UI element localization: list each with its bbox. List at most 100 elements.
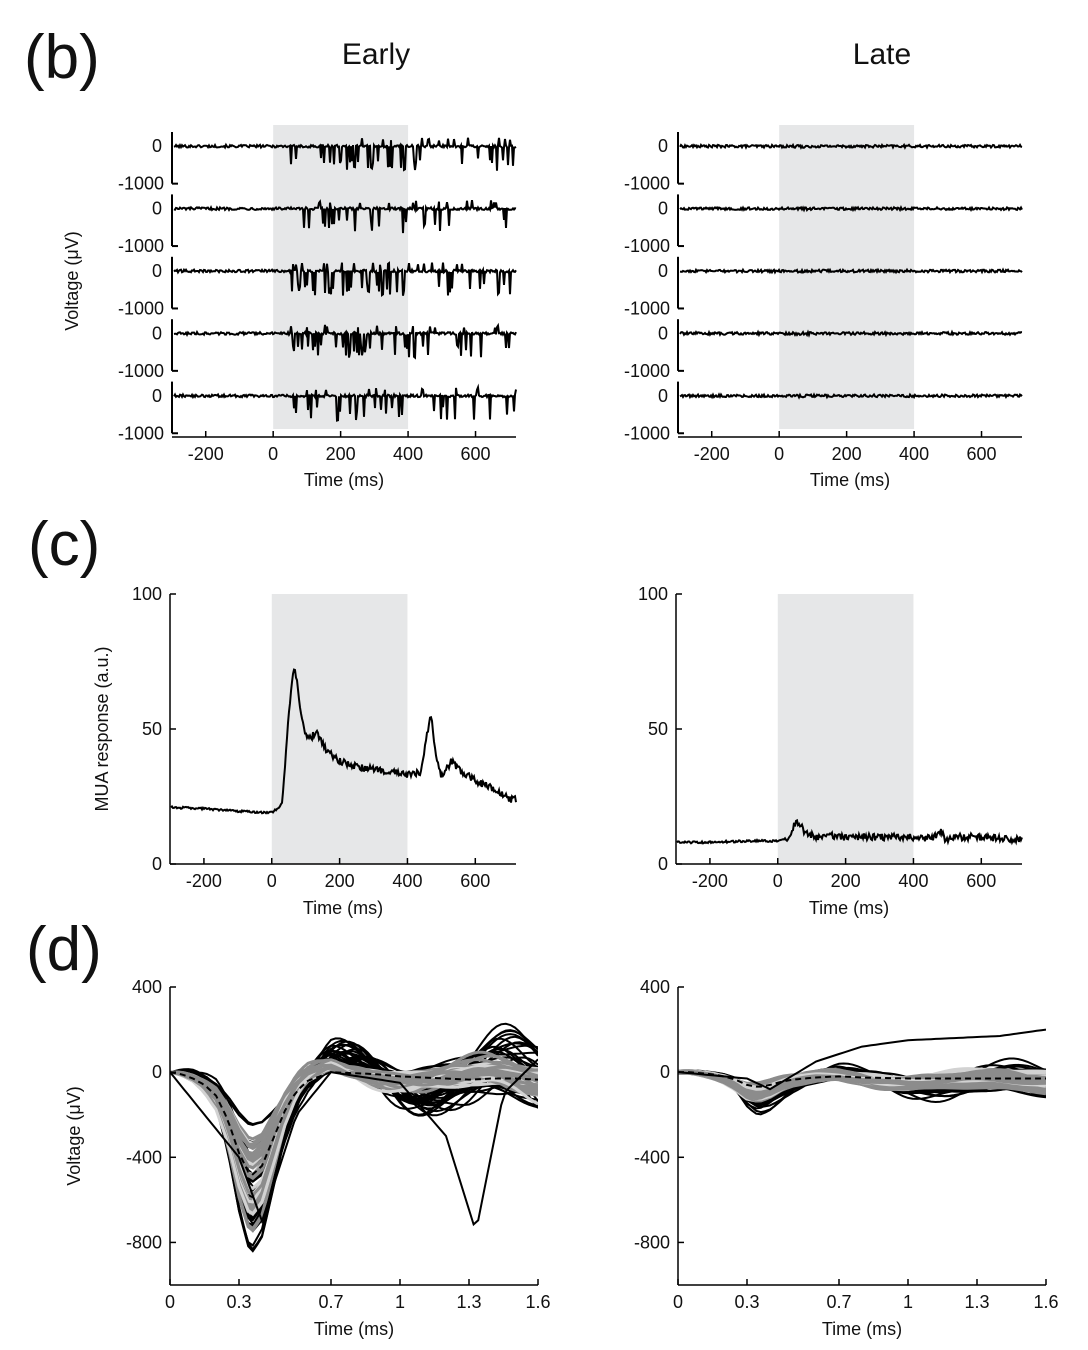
x-tick-label: 0 (165, 1292, 175, 1312)
voltage-trace-channel-1 (679, 142, 1023, 150)
chart-d-late: 0 0.3 0.7 1 1.3 1.6 400 0 -400 -800 Time (ms) (634, 977, 1059, 1339)
voltage-trace-channel-5 (173, 383, 517, 422)
mua-response-line (676, 818, 1023, 846)
x-tick-label: 0 (268, 444, 278, 464)
x-tick-label: 600 (967, 444, 997, 464)
voltage-trace-channel-3 (679, 267, 1023, 275)
outlier-waveform-trace (678, 1028, 1046, 1091)
x-tick-label: 400 (898, 871, 928, 891)
channel-y-tick-label: 0 (658, 261, 668, 281)
x-axis-label: Time (ms) (809, 898, 889, 918)
y-tick-label: 0 (658, 854, 668, 874)
x-tick-label: 600 (966, 871, 996, 891)
channel-y-tick-label: -1000 (118, 423, 164, 443)
channel-y-tick-label: 0 (658, 199, 668, 219)
mean-waveform-line (678, 1071, 1046, 1088)
channel-y-tick-label: 0 (658, 323, 668, 343)
x-axis-label: Time (ms) (314, 1319, 394, 1339)
x-tick-label: 200 (326, 444, 356, 464)
column-title-early: Early (342, 38, 410, 71)
channel-y-tick-label: 0 (658, 386, 668, 406)
x-tick-label: -200 (188, 444, 224, 464)
mean-waveform-line (170, 1071, 538, 1176)
chart-c-late: -200 0 200 400 600 0 50 100 Time (ms) (638, 584, 1023, 918)
x-tick-label: 0 (773, 871, 783, 891)
chart-b-late: 0 -1000 0 -1000 0 -1000 0 -1000 0 -1000 -200 0 200 40… (624, 125, 1023, 490)
x-tick-label: 200 (832, 444, 862, 464)
x-tick-label: 0.7 (318, 1292, 343, 1312)
y-tick-label: -800 (634, 1232, 670, 1252)
y-tick-label: 0 (152, 1062, 162, 1082)
x-tick-label: 400 (392, 871, 422, 891)
outlier-waveform-trace (170, 1058, 538, 1227)
x-tick-label: 400 (393, 444, 423, 464)
y-tick-label: 50 (648, 719, 668, 739)
x-axis-label: Time (ms) (303, 898, 383, 918)
x-tick-label: 1.6 (1033, 1292, 1058, 1312)
chart-c-early: -200 0 200 400 600 0 50 100 Time (ms) MUA respons… (92, 584, 517, 918)
waveform-trace (170, 1051, 538, 1253)
x-tick-label: 1 (395, 1292, 405, 1312)
voltage-trace-channel-2 (679, 205, 1023, 213)
column-title-late: Late (853, 38, 911, 71)
channel-y-tick-label: 0 (152, 199, 162, 219)
waveform-trace-gray (678, 1069, 1046, 1099)
voltage-trace-channel-4 (173, 322, 517, 360)
channel-y-tick-label: 0 (152, 136, 162, 156)
y-tick-label: 400 (132, 977, 162, 997)
panel-b-label: (b) (24, 23, 100, 92)
waveform-group (678, 1028, 1046, 1116)
x-tick-label: -200 (692, 871, 728, 891)
y-tick-label: 100 (638, 584, 668, 604)
x-tick-label: 0 (267, 871, 277, 891)
y-axis-label: Voltage (μV) (64, 1086, 84, 1185)
channel-y-tick-label: -1000 (118, 174, 164, 194)
chart-b-early: 0 -1000 0 -1000 0 -1000 0 -1000 0 -1000 -200 0 200 40… (62, 125, 517, 490)
x-tick-label: 0.3 (226, 1292, 251, 1312)
channel-y-tick-label: -1000 (624, 298, 670, 318)
voltage-trace-channel-1 (173, 137, 517, 172)
mua-response-line (170, 668, 517, 815)
voltage-trace-channel-2 (173, 199, 517, 234)
channel-y-tick-label: -1000 (624, 361, 670, 381)
x-tick-label: 0 (673, 1292, 683, 1312)
channel-y-tick-label: -1000 (118, 298, 164, 318)
x-tick-label: 1.3 (456, 1292, 481, 1312)
x-tick-label: 200 (831, 871, 861, 891)
panel-d-label: (d) (26, 915, 102, 984)
panel-c-label: (c) (28, 510, 100, 579)
x-axis-label: Time (ms) (304, 470, 384, 490)
x-tick-label: 1.6 (525, 1292, 550, 1312)
channel-y-tick-label: -1000 (118, 236, 164, 256)
y-tick-label: -400 (634, 1147, 670, 1167)
x-tick-label: 0.7 (826, 1292, 851, 1312)
x-tick-label: -200 (186, 871, 222, 891)
chart-d-early: 0 0.3 0.7 1 1.3 1.6 400 0 -400 -800 Time (ms) Volta… (64, 977, 551, 1339)
x-tick-label: 0 (774, 444, 784, 464)
channel-y-tick-label: 0 (152, 323, 162, 343)
channel-y-tick-label: -1000 (624, 423, 670, 443)
x-axis-label: Time (ms) (822, 1319, 902, 1339)
channel-y-tick-label: -1000 (624, 174, 670, 194)
channel-y-tick-label: -1000 (624, 236, 670, 256)
x-tick-label: 0.3 (734, 1292, 759, 1312)
waveform-trace (170, 1059, 538, 1247)
x-axis-label: Time (ms) (810, 470, 890, 490)
charts-layer: 0 -1000 0 -1000 0 -1000 0 -1000 0 -1000 -200 0 200 40… (62, 125, 1059, 1339)
stimulus-window (271, 594, 408, 864)
y-tick-label: -400 (126, 1147, 162, 1167)
channel-y-tick-label: -1000 (118, 361, 164, 381)
voltage-trace-channel-4 (679, 329, 1023, 338)
channel-y-tick-label: 0 (152, 386, 162, 406)
y-axis-label: MUA response (a.u.) (92, 646, 112, 811)
x-tick-label: -200 (694, 444, 730, 464)
y-tick-label: 100 (132, 584, 162, 604)
y-axis-label: Voltage (μV) (62, 231, 82, 330)
x-tick-label: 200 (325, 871, 355, 891)
y-tick-label: -800 (126, 1232, 162, 1252)
voltage-trace-channel-5 (679, 392, 1023, 400)
waveform-trace-gray (170, 1063, 538, 1197)
y-tick-label: 50 (142, 719, 162, 739)
x-tick-label: 1.3 (964, 1292, 989, 1312)
